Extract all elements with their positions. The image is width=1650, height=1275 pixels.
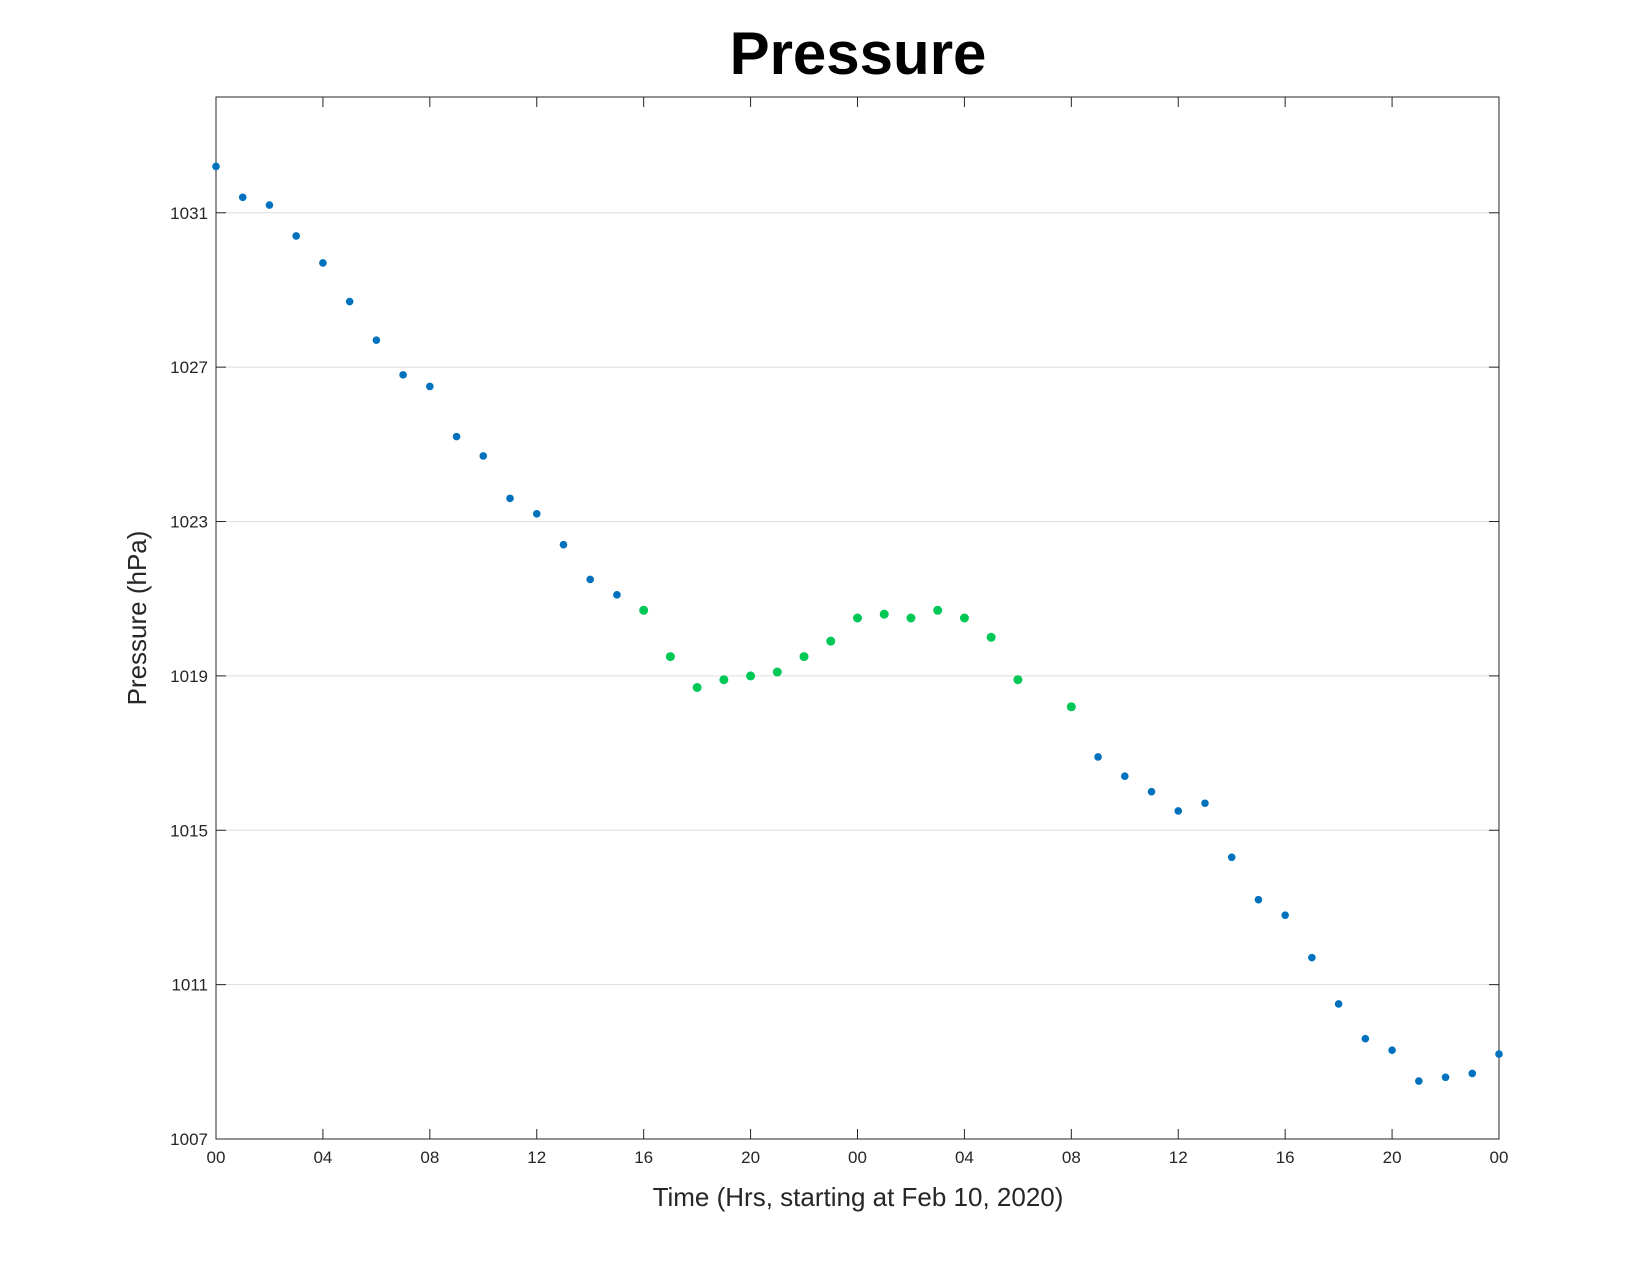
data-point-blue bbox=[1495, 1050, 1503, 1058]
y-tick-label: 1015 bbox=[170, 821, 208, 840]
data-points bbox=[212, 162, 1503, 1085]
data-point-green bbox=[879, 609, 889, 619]
data-point-green bbox=[959, 613, 969, 623]
data-point-blue bbox=[586, 575, 595, 584]
data-point-green bbox=[719, 675, 729, 685]
data-point-blue bbox=[319, 259, 327, 267]
x-tick-label: 08 bbox=[1062, 1148, 1081, 1167]
x-axis-ticks: 00 04 08 12 16 20 00 04 08 12 16 20 00 bbox=[207, 97, 1509, 1167]
y-axis-ticks: 1007 1011 1015 1019 1023 1027 1031 bbox=[170, 204, 1499, 1149]
data-point-blue bbox=[345, 297, 354, 306]
data-point-blue bbox=[238, 193, 247, 202]
data-point-green bbox=[692, 682, 702, 692]
data-point-blue bbox=[1334, 1000, 1343, 1008]
data-point-blue bbox=[399, 371, 407, 379]
data-point-blue bbox=[1308, 953, 1316, 962]
data-point-blue bbox=[1441, 1073, 1450, 1082]
x-tick-label: 04 bbox=[313, 1148, 332, 1167]
data-point-blue bbox=[1094, 753, 1102, 761]
data-point-blue bbox=[479, 452, 488, 460]
data-point-blue bbox=[1147, 787, 1156, 796]
grid-lines bbox=[216, 212, 1499, 986]
data-point-blue bbox=[1361, 1034, 1370, 1043]
data-point-blue bbox=[372, 336, 381, 344]
data-point-blue bbox=[1174, 807, 1183, 815]
x-axis-label: Time (Hrs, starting at Feb 10, 2020) bbox=[653, 1182, 1064, 1212]
y-tick-label: 1019 bbox=[170, 667, 208, 686]
data-point-blue bbox=[506, 494, 514, 503]
data-point-green bbox=[746, 671, 756, 681]
x-tick-label: 00 bbox=[207, 1148, 226, 1167]
data-point-blue bbox=[1120, 772, 1129, 781]
data-point-blue bbox=[452, 432, 461, 441]
data-point-blue bbox=[265, 201, 274, 209]
data-point-blue bbox=[1227, 853, 1236, 862]
data-point-green bbox=[799, 652, 809, 662]
data-point-green bbox=[933, 605, 943, 615]
data-point-blue bbox=[613, 591, 621, 599]
data-point-blue bbox=[1388, 1046, 1396, 1055]
y-tick-label: 1023 bbox=[170, 513, 208, 532]
x-tick-label: 08 bbox=[420, 1148, 439, 1167]
x-tick-label: 16 bbox=[1276, 1148, 1295, 1167]
x-tick-label: 16 bbox=[634, 1148, 653, 1167]
data-point-green bbox=[772, 667, 782, 677]
data-point-blue bbox=[532, 510, 541, 518]
data-point-green bbox=[986, 632, 996, 642]
data-point-green bbox=[826, 636, 836, 646]
chart-title: Pressure bbox=[730, 20, 987, 87]
data-point-blue bbox=[1254, 895, 1263, 904]
x-tick-label: 00 bbox=[1490, 1148, 1509, 1167]
data-point-blue bbox=[559, 540, 568, 549]
y-tick-label: 1031 bbox=[170, 204, 208, 223]
data-point-blue bbox=[426, 382, 434, 391]
y-tick-label: 1027 bbox=[170, 358, 208, 377]
data-point-blue bbox=[1415, 1077, 1423, 1085]
data-point-blue bbox=[1281, 911, 1289, 919]
x-tick-label: 12 bbox=[527, 1148, 546, 1167]
y-tick-label: 1011 bbox=[171, 976, 208, 995]
x-tick-label: 20 bbox=[1383, 1148, 1402, 1167]
data-point-green bbox=[665, 652, 675, 662]
data-point-green bbox=[639, 605, 649, 615]
data-point-green bbox=[1066, 702, 1076, 712]
x-tick-label: 12 bbox=[1169, 1148, 1188, 1167]
y-axis-label: Pressure (hPa) bbox=[122, 531, 152, 706]
data-point-green bbox=[1013, 675, 1023, 685]
x-tick-label: 20 bbox=[741, 1148, 760, 1167]
data-point-green bbox=[853, 613, 862, 623]
x-tick-label: 00 bbox=[848, 1148, 867, 1167]
x-tick-label: 04 bbox=[955, 1148, 974, 1167]
data-point-blue bbox=[212, 162, 220, 171]
y-tick-label: 1007 bbox=[170, 1130, 208, 1149]
data-point-blue bbox=[1201, 799, 1209, 808]
data-point-green bbox=[906, 613, 916, 623]
data-point-blue bbox=[1468, 1069, 1477, 1078]
data-point-blue bbox=[292, 232, 300, 240]
